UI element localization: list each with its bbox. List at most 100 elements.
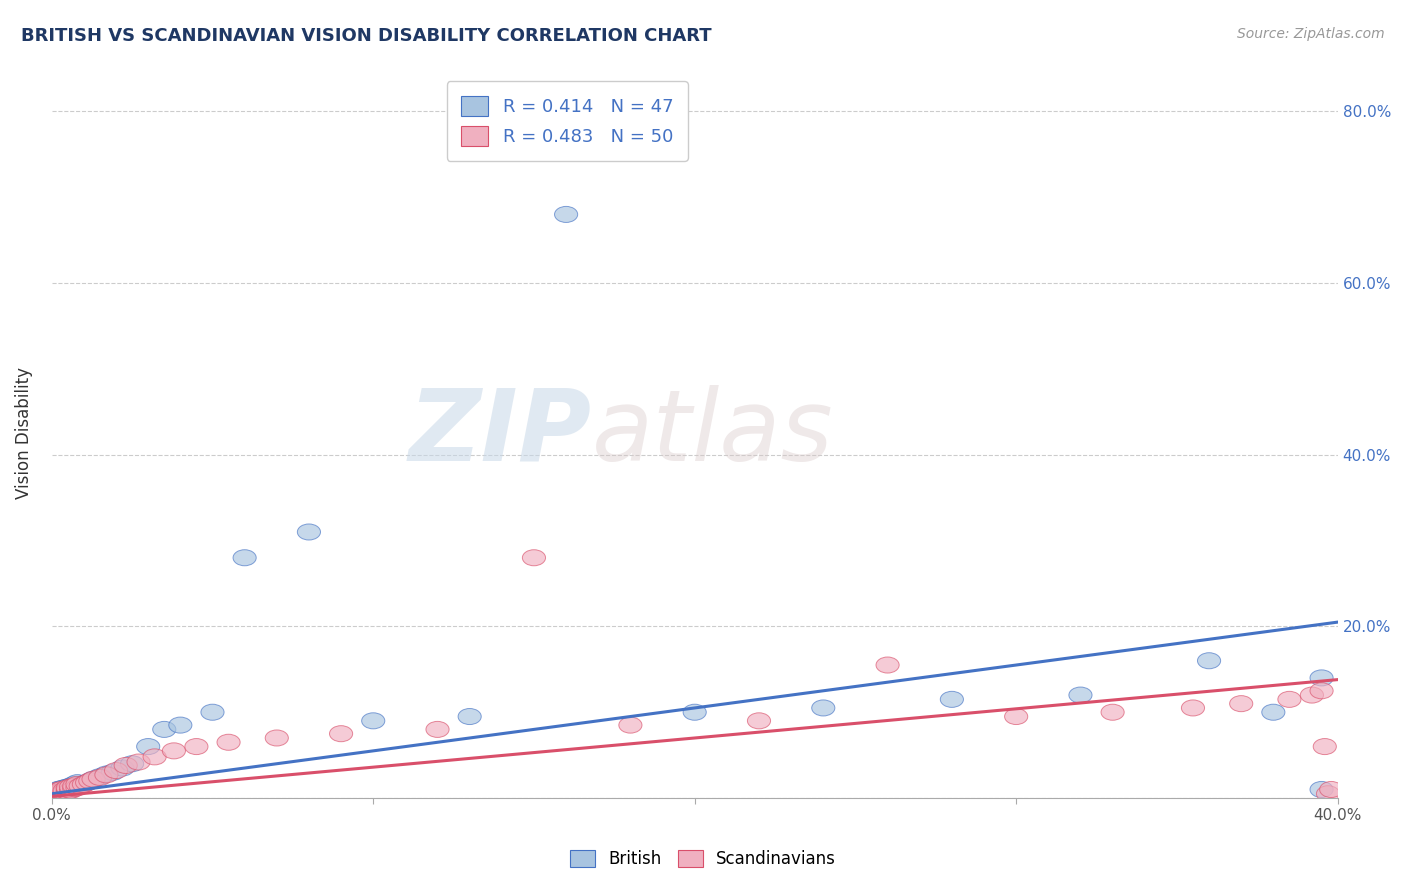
Ellipse shape bbox=[426, 722, 449, 738]
Ellipse shape bbox=[1101, 704, 1125, 720]
Ellipse shape bbox=[59, 781, 83, 797]
Ellipse shape bbox=[458, 708, 481, 724]
Ellipse shape bbox=[63, 780, 86, 797]
Ellipse shape bbox=[127, 754, 150, 770]
Ellipse shape bbox=[121, 756, 143, 772]
Ellipse shape bbox=[523, 549, 546, 566]
Ellipse shape bbox=[66, 779, 89, 795]
Ellipse shape bbox=[72, 776, 96, 792]
Ellipse shape bbox=[111, 760, 134, 776]
Ellipse shape bbox=[79, 772, 101, 789]
Ellipse shape bbox=[1301, 687, 1323, 703]
Ellipse shape bbox=[748, 713, 770, 729]
Ellipse shape bbox=[162, 743, 186, 759]
Ellipse shape bbox=[184, 739, 208, 755]
Ellipse shape bbox=[49, 780, 73, 797]
Ellipse shape bbox=[101, 764, 124, 780]
Ellipse shape bbox=[63, 780, 86, 796]
Ellipse shape bbox=[114, 757, 138, 773]
Ellipse shape bbox=[46, 782, 70, 798]
Ellipse shape bbox=[72, 775, 96, 791]
Ellipse shape bbox=[66, 776, 89, 792]
Ellipse shape bbox=[266, 730, 288, 746]
Ellipse shape bbox=[683, 704, 706, 720]
Ellipse shape bbox=[82, 772, 105, 788]
Ellipse shape bbox=[53, 781, 76, 797]
Ellipse shape bbox=[49, 781, 73, 797]
Ellipse shape bbox=[1198, 653, 1220, 669]
Ellipse shape bbox=[811, 700, 835, 716]
Ellipse shape bbox=[153, 722, 176, 738]
Ellipse shape bbox=[44, 786, 66, 802]
Ellipse shape bbox=[1316, 786, 1340, 802]
Ellipse shape bbox=[201, 704, 224, 720]
Ellipse shape bbox=[76, 774, 98, 790]
Ellipse shape bbox=[66, 774, 89, 790]
Ellipse shape bbox=[1310, 682, 1333, 698]
Ellipse shape bbox=[1313, 739, 1336, 755]
Ellipse shape bbox=[169, 717, 191, 733]
Legend: British, Scandinavians: British, Scandinavians bbox=[564, 843, 842, 875]
Ellipse shape bbox=[53, 780, 76, 796]
Ellipse shape bbox=[1069, 687, 1092, 703]
Ellipse shape bbox=[66, 780, 89, 796]
Ellipse shape bbox=[56, 783, 79, 799]
Ellipse shape bbox=[1310, 781, 1333, 797]
Ellipse shape bbox=[76, 774, 98, 790]
Ellipse shape bbox=[49, 782, 73, 798]
Legend: R = 0.414   N = 47, R = 0.483   N = 50: R = 0.414 N = 47, R = 0.483 N = 50 bbox=[447, 81, 688, 161]
Ellipse shape bbox=[56, 780, 79, 797]
Ellipse shape bbox=[59, 778, 83, 794]
Ellipse shape bbox=[619, 717, 643, 733]
Ellipse shape bbox=[69, 778, 93, 794]
Ellipse shape bbox=[361, 713, 385, 729]
Ellipse shape bbox=[1320, 781, 1343, 797]
Ellipse shape bbox=[1181, 700, 1205, 716]
Ellipse shape bbox=[94, 767, 118, 783]
Y-axis label: Vision Disability: Vision Disability bbox=[15, 368, 32, 500]
Ellipse shape bbox=[104, 763, 128, 779]
Ellipse shape bbox=[82, 772, 105, 788]
Ellipse shape bbox=[49, 783, 73, 799]
Ellipse shape bbox=[329, 726, 353, 742]
Ellipse shape bbox=[79, 772, 101, 789]
Ellipse shape bbox=[297, 524, 321, 540]
Ellipse shape bbox=[44, 784, 66, 800]
Ellipse shape bbox=[46, 781, 70, 797]
Ellipse shape bbox=[56, 782, 79, 798]
Ellipse shape bbox=[1310, 670, 1333, 686]
Ellipse shape bbox=[69, 777, 93, 793]
Ellipse shape bbox=[56, 781, 79, 797]
Ellipse shape bbox=[59, 779, 83, 795]
Text: BRITISH VS SCANDINAVIAN VISION DISABILITY CORRELATION CHART: BRITISH VS SCANDINAVIAN VISION DISABILIT… bbox=[21, 27, 711, 45]
Ellipse shape bbox=[46, 783, 70, 799]
Ellipse shape bbox=[217, 734, 240, 750]
Ellipse shape bbox=[49, 785, 73, 801]
Ellipse shape bbox=[143, 749, 166, 765]
Ellipse shape bbox=[44, 785, 66, 801]
Ellipse shape bbox=[63, 776, 86, 792]
Ellipse shape bbox=[46, 786, 70, 802]
Text: Source: ZipAtlas.com: Source: ZipAtlas.com bbox=[1237, 27, 1385, 41]
Ellipse shape bbox=[56, 780, 79, 796]
Ellipse shape bbox=[59, 782, 83, 798]
Ellipse shape bbox=[1261, 704, 1285, 720]
Ellipse shape bbox=[53, 784, 76, 800]
Ellipse shape bbox=[1278, 691, 1301, 707]
Ellipse shape bbox=[53, 783, 76, 799]
Ellipse shape bbox=[94, 766, 118, 782]
Text: atlas: atlas bbox=[592, 384, 834, 482]
Ellipse shape bbox=[1005, 708, 1028, 724]
Ellipse shape bbox=[53, 782, 76, 798]
Text: ZIP: ZIP bbox=[409, 384, 592, 482]
Ellipse shape bbox=[1230, 696, 1253, 712]
Ellipse shape bbox=[49, 784, 73, 800]
Ellipse shape bbox=[876, 657, 900, 673]
Ellipse shape bbox=[89, 769, 111, 785]
Ellipse shape bbox=[89, 770, 111, 786]
Ellipse shape bbox=[46, 784, 70, 800]
Ellipse shape bbox=[46, 785, 70, 801]
Ellipse shape bbox=[63, 778, 86, 794]
Ellipse shape bbox=[44, 787, 66, 803]
Ellipse shape bbox=[233, 549, 256, 566]
